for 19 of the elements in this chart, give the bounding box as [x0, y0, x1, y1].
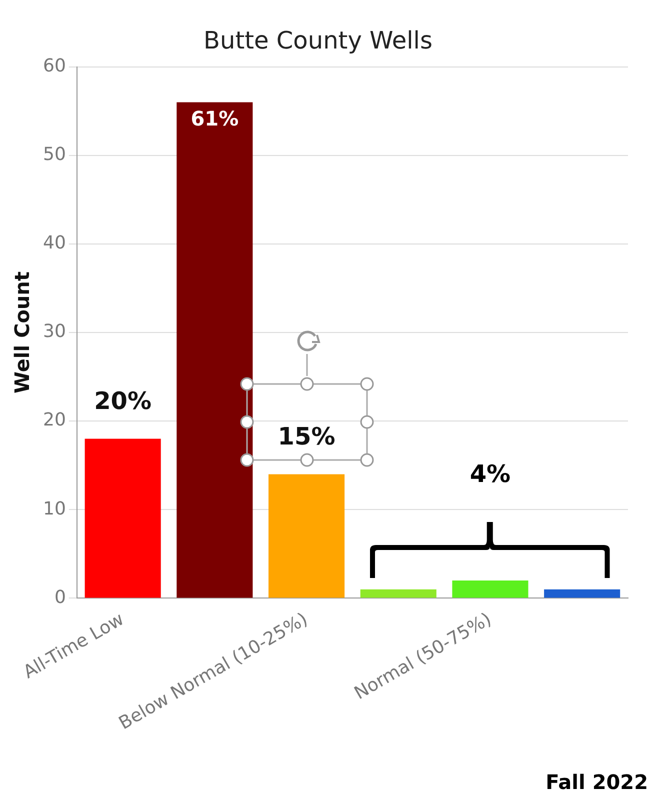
text: Fall 2022: [546, 770, 648, 794]
y-tick-label: 10: [43, 498, 66, 520]
bar: [268, 474, 345, 598]
y-tick-label: 40: [43, 232, 66, 254]
bar: [452, 580, 528, 598]
chart-title: Butte County Wells: [204, 26, 432, 55]
y-axis-title: Well Count: [10, 271, 34, 394]
y-tick-label: 0: [54, 586, 66, 608]
bar: [544, 589, 620, 598]
y-tick-label: 20: [43, 410, 66, 431]
bar: [176, 102, 253, 598]
y-tick-label: 30: [43, 321, 66, 342]
bar: [84, 438, 161, 598]
annotation: 4%: [468, 460, 512, 488]
y-tick-label: 60: [43, 55, 66, 76]
annotation: 20%: [94, 387, 152, 416]
bar: [360, 589, 436, 598]
y-tick-label: 50: [43, 144, 66, 166]
annotation: 61%: [190, 106, 239, 130]
